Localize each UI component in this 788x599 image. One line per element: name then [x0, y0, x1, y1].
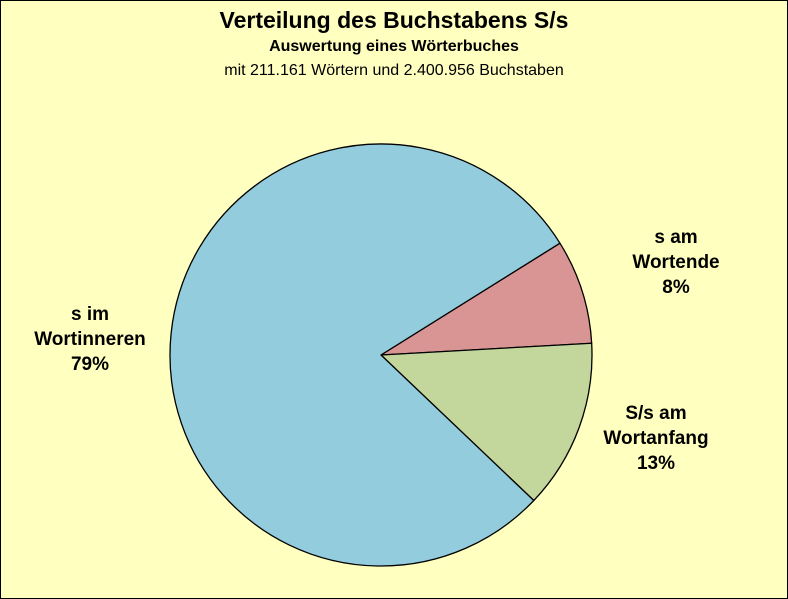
pie-slice-0 [380, 242, 593, 356]
slice-label-line: Wortinneren [34, 329, 146, 350]
slice-label-line: Wortanfang [603, 428, 709, 449]
slice-value-label: 79% [70, 354, 110, 375]
pie-slice-2 [169, 143, 561, 567]
chart-title: Verteilung des Buchstabens S/s [219, 7, 569, 33]
slice-value-label: 8% [662, 277, 690, 298]
slice-value-label: 13% [636, 453, 676, 474]
slice-label-wortinneren: s im Wortinneren 79% [5, 302, 175, 377]
slice-label-wortanfang: S/s am Wortanfang 13% [571, 401, 741, 476]
slice-label-line: Wortende [632, 252, 720, 273]
pie-slice-1 [380, 342, 593, 502]
slice-label-wortende: s am Wortende 8% [591, 225, 761, 300]
chart-subtitle-secondary: mit 211.161 Wörtern und 2.400.956 Buchst… [224, 62, 564, 79]
slice-label-line: S/s am [625, 403, 687, 424]
slice-label-line: s im [70, 304, 110, 325]
slice-label-line: s am [654, 227, 698, 248]
chart-subtitle: Auswertung eines Wörterbuches [269, 38, 519, 55]
